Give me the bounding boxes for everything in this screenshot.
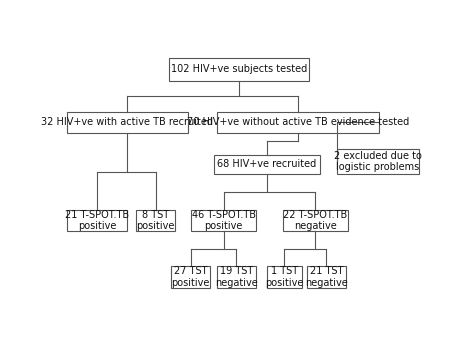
Text: 1 TST
positive: 1 TST positive [265,266,303,288]
Text: 70 HIV+ve without active TB evidence tested: 70 HIV+ve without active TB evidence tes… [187,118,409,127]
FancyBboxPatch shape [137,210,175,231]
Text: 21 TST
negative: 21 TST negative [305,266,348,288]
FancyBboxPatch shape [337,149,419,173]
Text: 2 excluded due to
logistic problems: 2 excluded due to logistic problems [334,151,422,172]
Text: 27 TST
positive: 27 TST positive [172,266,210,288]
Text: 32 HIV+ve with active TB recruited: 32 HIV+ve with active TB recruited [41,118,213,127]
Text: 68 HIV+ve recruited: 68 HIV+ve recruited [217,159,317,169]
FancyBboxPatch shape [267,266,301,288]
Text: 19 TST
negative: 19 TST negative [215,266,258,288]
FancyBboxPatch shape [217,266,256,288]
FancyBboxPatch shape [66,210,127,231]
Text: 8 TST
positive: 8 TST positive [137,210,175,231]
FancyBboxPatch shape [66,112,188,133]
Text: 102 HIV+ve subjects tested: 102 HIV+ve subjects tested [171,65,307,74]
FancyBboxPatch shape [307,266,346,288]
FancyBboxPatch shape [169,58,309,81]
FancyBboxPatch shape [213,155,320,173]
FancyBboxPatch shape [191,210,256,231]
Text: 22 T-SPOT.TB
negative: 22 T-SPOT.TB negative [283,210,347,231]
FancyBboxPatch shape [283,210,347,231]
FancyBboxPatch shape [217,112,379,133]
Text: 21 T-SPOT.TB
positive: 21 T-SPOT.TB positive [65,210,129,231]
FancyBboxPatch shape [171,266,210,288]
Text: 46 T-SPOT.TB
positive: 46 T-SPOT.TB positive [191,210,255,231]
